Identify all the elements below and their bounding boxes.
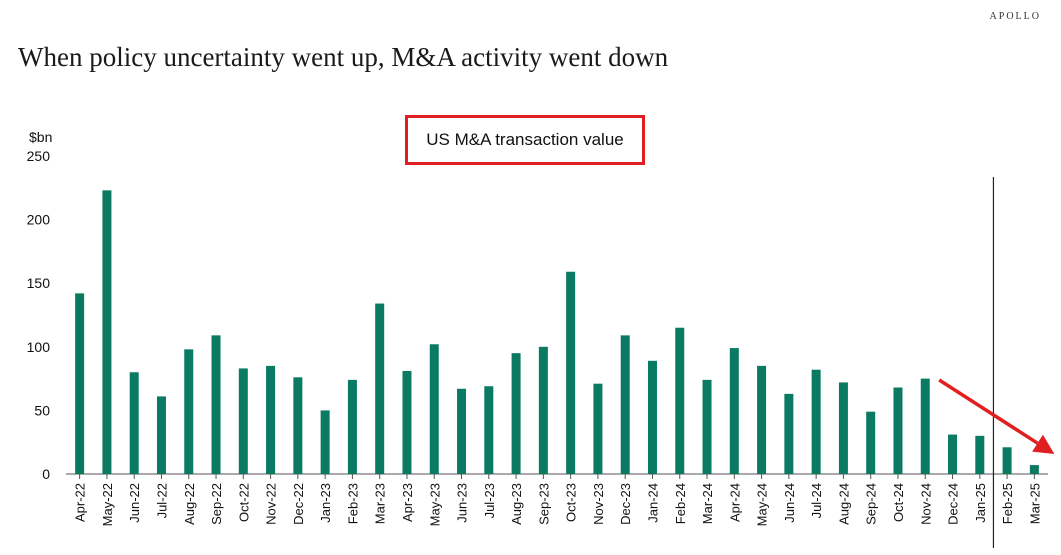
bar <box>675 327 685 474</box>
x-tick-label: Apr-22 <box>73 483 88 522</box>
x-tick-label: Jul-24 <box>809 483 824 518</box>
x-tick-label: Jan-24 <box>645 483 660 523</box>
x-tick-label: Oct-23 <box>564 483 579 522</box>
x-tick-label: Jul-23 <box>482 483 497 518</box>
legend-label: US M&A transaction value <box>426 130 624 149</box>
bar <box>238 368 248 474</box>
bar <box>320 410 330 474</box>
bar <box>1029 465 1039 474</box>
y-tick-label: 150 <box>27 275 51 291</box>
x-tick-label: Oct-24 <box>891 483 906 522</box>
bar <box>1002 447 1012 474</box>
bar <box>375 303 385 474</box>
x-tick-label: Apr-24 <box>727 483 742 522</box>
x-tick-label: Jul-22 <box>154 483 169 518</box>
brand-logo: APOLLO <box>989 11 1041 22</box>
bar <box>784 393 794 474</box>
bar <box>757 365 767 474</box>
page-title: When policy uncertainty went up, M&A act… <box>18 42 669 73</box>
x-tick-label: May-22 <box>100 483 115 526</box>
bar <box>975 435 985 474</box>
x-tick-label: Nov-23 <box>591 483 606 525</box>
trend-arrow-head <box>1032 434 1055 454</box>
y-tick-label: 200 <box>27 212 51 228</box>
x-tick-label: Dec-24 <box>946 483 961 525</box>
y-tick-label: 250 <box>27 148 51 164</box>
x-tick-label: Dec-22 <box>291 483 306 525</box>
x-tick-label: Oct-22 <box>236 483 251 522</box>
bar <box>593 383 603 474</box>
bar <box>948 434 958 474</box>
x-tick-label: May-24 <box>755 483 770 526</box>
x-tick-label: Mar-23 <box>373 483 388 524</box>
bar <box>511 353 521 474</box>
x-tick-label: Sep-22 <box>209 483 224 525</box>
bar <box>156 396 166 474</box>
x-tick-label: Jan-25 <box>973 483 988 523</box>
x-tick-label: Feb-23 <box>345 483 360 524</box>
x-tick-label: Mar-25 <box>1027 483 1042 524</box>
y-axis-unit-label: $bn <box>29 129 53 145</box>
bar <box>102 190 112 474</box>
x-tick-label: Feb-25 <box>1000 483 1015 524</box>
bar <box>702 379 712 474</box>
x-tick-label: May-23 <box>427 483 442 526</box>
x-tick-label: Jun-22 <box>127 483 142 523</box>
chart-legend: US M&A transaction value <box>405 115 645 165</box>
bar <box>920 378 930 474</box>
trend-arrow-shaft <box>938 378 1039 445</box>
x-tick-label: Aug-24 <box>836 483 851 525</box>
x-tick-label: Sep-23 <box>536 483 551 525</box>
x-tick-label: Nov-22 <box>264 483 279 525</box>
bar <box>429 344 439 474</box>
x-tick-label: Mar-24 <box>700 483 715 524</box>
x-tick-label: Feb-24 <box>673 483 688 524</box>
x-tick-label: Jan-23 <box>318 483 333 523</box>
bar <box>129 372 139 474</box>
bar <box>538 346 548 474</box>
y-tick-label: 0 <box>42 466 50 482</box>
bar <box>866 411 876 474</box>
y-tick-label: 50 <box>34 402 50 418</box>
bar <box>402 370 412 474</box>
bar <box>811 369 821 474</box>
x-tick-label: Sep-24 <box>864 483 879 525</box>
bar <box>293 377 303 474</box>
x-tick-label: Jun-23 <box>455 483 470 523</box>
x-tick-label: Jun-24 <box>782 483 797 523</box>
bar <box>184 349 194 474</box>
bar <box>347 379 357 474</box>
bar <box>484 386 494 474</box>
bar <box>266 365 276 474</box>
x-tick-label: Aug-22 <box>182 483 197 525</box>
x-tick-label: Dec-23 <box>618 483 633 525</box>
x-tick-label: Nov-24 <box>918 483 933 525</box>
bar <box>893 387 903 474</box>
bar <box>838 382 848 474</box>
bar <box>457 388 467 474</box>
x-tick-label: Aug-23 <box>509 483 524 525</box>
y-tick-label: 100 <box>27 339 51 355</box>
bar <box>729 348 739 474</box>
bar <box>75 293 85 474</box>
bar <box>211 335 221 474</box>
bar <box>566 271 576 474</box>
x-tick-label: Apr-23 <box>400 483 415 522</box>
bar <box>647 360 657 474</box>
bar <box>620 335 630 474</box>
